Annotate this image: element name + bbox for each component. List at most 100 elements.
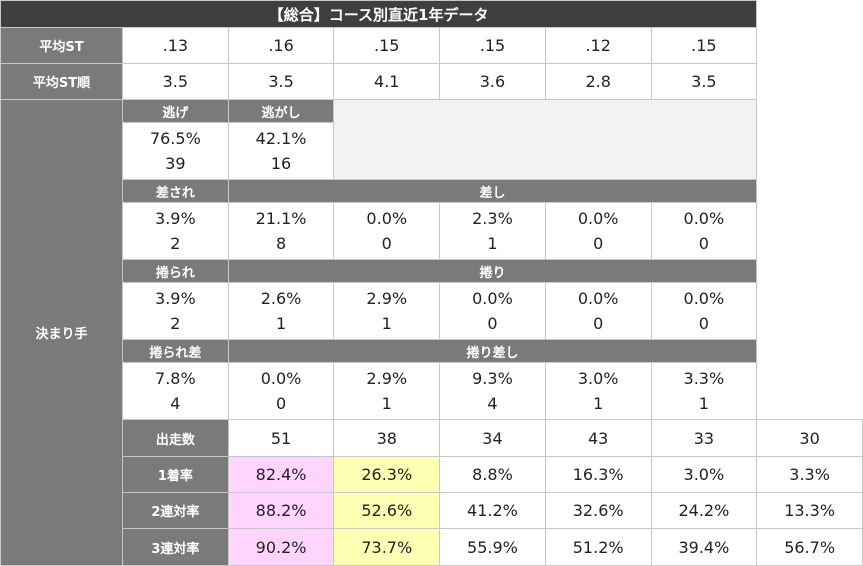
sashi-c5-pct: 0.0% (577, 209, 619, 228)
makurarezashi-label: 捲られ差 (122, 339, 229, 363)
makurisashi-c6-pct: 3.3% (683, 369, 725, 388)
makurare-values-row: 3.9% 2 2.6% 1 2.9% 1 0.0% 0 0.0% 0 0.0% 0 (1, 282, 863, 340)
win-rate-c1: 82.4% (227, 456, 335, 493)
sashi-label: 差し (227, 179, 758, 203)
nige-header-row: 決まり手 逃げ 逃がし (0, 99, 863, 566)
trio-rate-row: 3連対率 90.2% 73.7% 55.9% 51.2% 39.4% 56.7% (1, 528, 863, 566)
trio-rate-c6: 56.7% (756, 528, 863, 566)
makurisashi-c3-pct: 2.9% (366, 369, 408, 388)
kimarite-label: 決まり手 (0, 99, 123, 566)
sashi-c3-count: 0 (381, 234, 392, 253)
makurarezashi-c1-cell: 7.8% 4 (122, 362, 229, 420)
quinella-rate-c6: 13.3% (756, 492, 863, 529)
starts-c6: 30 (756, 419, 863, 457)
makuri-c3-pct: 2.9% (366, 289, 408, 308)
sasare-c1-cell: 3.9% 2 (122, 202, 229, 260)
makuri-c2-cell: 2.6% 1 (227, 282, 335, 340)
sasare-header-row: 差され 差し (1, 179, 863, 203)
makuri-c3-cell: 2.9% 1 (333, 282, 441, 340)
makurisashi-c2-pct: 0.0% (260, 369, 302, 388)
makurarezashi-c1-count: 4 (170, 394, 181, 413)
makurisashi-c3-count: 1 (381, 394, 392, 413)
makurare-label: 捲られ (122, 259, 229, 283)
win-rate-c5: 3.0% (650, 456, 758, 493)
starts-c4: 43 (544, 419, 652, 457)
makurisashi-label: 捲り差し (227, 339, 758, 363)
sashi-c3-cell: 0.0% 0 (333, 202, 441, 260)
sashi-c2-pct: 21.1% (255, 209, 307, 228)
trio-rate-c2: 73.7% (333, 528, 441, 566)
trio-rate-c3: 55.9% (439, 528, 546, 566)
makuri-label: 捲り (227, 259, 758, 283)
trio-rate-c5: 39.4% (650, 528, 758, 566)
avg-st-c3: .15 (333, 27, 441, 64)
title-row: 【総合】コース別直近1年データ (0, 0, 863, 28)
makuri-c4-cell: 0.0% 0 (439, 282, 546, 340)
makurisashi-header-row: 捲られ差 捲り差し (1, 339, 863, 363)
makurisashi-c4-count: 4 (487, 394, 498, 413)
quinella-rate-c1: 88.2% (227, 492, 335, 529)
win-rate-row: 1着率 82.4% 26.3% 8.8% 16.3% 3.0% 3.3% (1, 456, 863, 493)
avg-st-rank-c4: 3.6 (439, 63, 546, 100)
makurare-header-row: 捲られ 捲り (1, 259, 863, 283)
makurisashi-c5-count: 1 (593, 394, 604, 413)
sashi-c6-pct: 0.0% (683, 209, 725, 228)
makuri-c6-count: 0 (698, 314, 709, 333)
avg-st-rank-c6: 3.5 (650, 63, 758, 100)
makurisashi-c2-count: 0 (275, 394, 287, 413)
table-title: 【総合】コース別直近1年データ (0, 0, 758, 28)
makurisashi-c5-pct: 3.0% (577, 369, 619, 388)
quinella-rate-label: 2連対率 (122, 492, 229, 529)
sashi-c4-cell: 2.3% 1 (439, 202, 546, 260)
makurisashi-c5-cell: 3.0% 1 (544, 362, 652, 420)
trio-rate-c1: 90.2% (227, 528, 335, 566)
avg-st-rank-c5: 2.8 (544, 63, 652, 100)
makurisashi-c4-pct: 9.3% (472, 369, 513, 388)
win-rate-c3: 8.8% (439, 456, 546, 493)
makurisashi-c3-cell: 2.9% 1 (333, 362, 441, 420)
makurare-c1-cell: 3.9% 2 (122, 282, 229, 340)
makurisashi-values-row: 7.8% 4 0.0% 0 2.9% 1 9.3% 4 3.0% 1 3.3% 1 (1, 362, 863, 420)
starts-c2: 38 (333, 419, 441, 457)
quinella-rate-row: 2連対率 88.2% 52.6% 41.2% 32.6% 24.2% 13.3% (1, 492, 863, 529)
nige-c2-count: 16 (270, 154, 292, 173)
win-rate-c4: 16.3% (544, 456, 652, 493)
starts-c3: 34 (439, 419, 546, 457)
win-rate-c6: 3.3% (756, 456, 863, 493)
sashi-c4-pct: 2.3% (472, 209, 513, 228)
avg-st-rank-c1: 3.5 (122, 63, 229, 100)
sashi-c5-cell: 0.0% 0 (544, 202, 652, 260)
makuri-c4-count: 0 (487, 314, 498, 333)
nige-values-row: 76.5% 39 42.1% 16 (1, 122, 863, 180)
makurisashi-c6-count: 1 (698, 394, 709, 413)
avg-st-rank-label: 平均ST順 (0, 63, 123, 100)
makuri-c5-pct: 0.0% (577, 289, 619, 308)
avg-st-c5: .12 (544, 27, 652, 64)
win-rate-label: 1着率 (122, 456, 229, 493)
sashi-c5-count: 0 (593, 234, 604, 253)
nige-c2-cell: 42.1% 16 (227, 122, 335, 180)
nige-c2-pct: 42.1% (255, 129, 307, 148)
sasare-c1-count: 2 (170, 234, 181, 253)
starts-c5: 33 (650, 419, 758, 457)
avg-st-label: 平均ST (0, 27, 123, 64)
quinella-rate-c4: 32.6% (544, 492, 652, 529)
makuri-c3-count: 1 (381, 314, 392, 333)
quinella-rate-c2: 52.6% (333, 492, 441, 529)
nige-empty-area (333, 99, 758, 180)
win-rate-c2: 26.3% (333, 456, 441, 493)
sashi-c6-count: 0 (698, 234, 709, 253)
nige-c1-cell: 76.5% 39 (122, 122, 229, 180)
makuri-c6-cell: 0.0% 0 (650, 282, 758, 340)
makuri-c6-pct: 0.0% (683, 289, 725, 308)
starts-row: 出走数 51 38 34 43 33 30 (1, 419, 863, 457)
makurarezashi-c1-pct: 7.8% (155, 369, 196, 388)
avg-st-c6: .15 (650, 27, 758, 64)
sasare-label: 差され (122, 179, 229, 203)
avg-st-c4: .15 (439, 27, 546, 64)
avg-st-c1: .13 (122, 27, 229, 64)
makuri-c2-count: 1 (275, 314, 287, 333)
sashi-c3-pct: 0.0% (366, 209, 408, 228)
sashi-c2-cell: 21.1% 8 (227, 202, 335, 260)
